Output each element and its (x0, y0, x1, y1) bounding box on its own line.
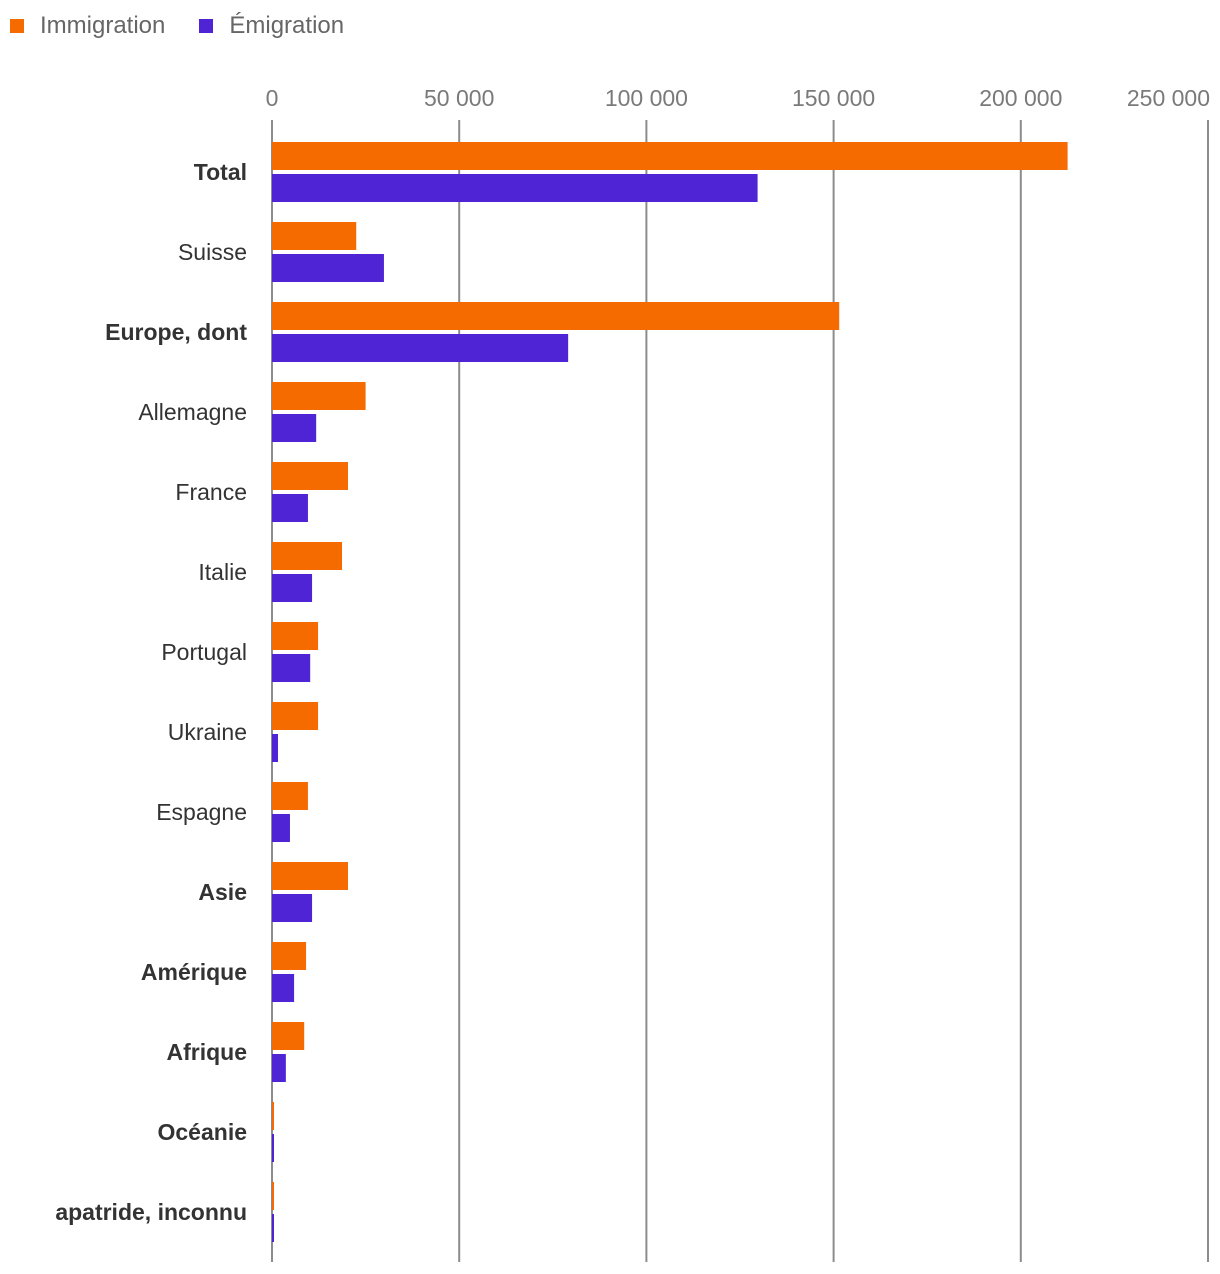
category-label: Espagne (156, 799, 247, 825)
bar-emigration-9[interactable] (272, 894, 313, 922)
bar-emigration-4[interactable] (272, 494, 308, 522)
bars (272, 142, 1068, 1242)
bar-immigration-8[interactable] (272, 782, 308, 810)
x-tick-label: 200 000 (979, 85, 1062, 111)
bar-emigration-7[interactable] (272, 734, 278, 762)
bar-immigration-7[interactable] (272, 702, 319, 730)
bar-emigration-2[interactable] (272, 334, 569, 362)
bar-immigration-10[interactable] (272, 942, 307, 970)
x-tick-label: 100 000 (605, 85, 688, 111)
legend-item-immigration[interactable]: Immigration (10, 12, 165, 40)
bar-immigration-5[interactable] (272, 542, 343, 570)
category-label: Océanie (158, 1119, 248, 1145)
category-label: Amérique (141, 959, 247, 985)
bar-emigration-11[interactable] (272, 1054, 286, 1082)
category-label: Ukraine (168, 719, 247, 745)
bar-emigration-0[interactable] (272, 174, 758, 202)
bar-emigration-5[interactable] (272, 574, 313, 602)
bar-immigration-13[interactable] (272, 1182, 274, 1210)
x-tick-label: 150 000 (792, 85, 875, 111)
bar-emigration-12[interactable] (272, 1134, 274, 1162)
bar-immigration-11[interactable] (272, 1022, 305, 1050)
category-label: Europe, dont (105, 319, 247, 345)
category-label: apatride, inconnu (55, 1199, 247, 1225)
category-label: Total (194, 159, 247, 185)
bar-immigration-3[interactable] (272, 382, 366, 410)
category-label: Asie (198, 879, 247, 905)
legend-label-immigration: Immigration (40, 12, 166, 39)
bar-emigration-1[interactable] (272, 254, 384, 282)
bar-emigration-6[interactable] (272, 654, 311, 682)
category-label: Suisse (178, 239, 247, 265)
legend-swatch-immigration (10, 19, 24, 33)
bar-emigration-13[interactable] (272, 1214, 274, 1242)
category-label: Afrique (167, 1039, 248, 1065)
gridlines (271, 120, 1209, 1262)
bar-immigration-9[interactable] (272, 862, 349, 890)
bar-immigration-6[interactable] (272, 622, 319, 650)
category-label: Italie (198, 559, 247, 585)
legend-item-emigration[interactable]: Émigration (199, 12, 344, 40)
bar-immigration-4[interactable] (272, 462, 349, 490)
bar-immigration-2[interactable] (272, 302, 840, 330)
category-label: Allemagne (138, 399, 247, 425)
bar-immigration-1[interactable] (272, 222, 357, 250)
legend-label-emigration: Émigration (229, 12, 345, 39)
category-labels: Total Suisse Europe, dont Allemagne France It… (55, 159, 247, 1225)
legend-swatch-emigration (199, 19, 214, 33)
bar-immigration-0[interactable] (272, 142, 1068, 170)
bar-immigration-12[interactable] (272, 1102, 274, 1130)
x-tick-label: 50 000 (424, 85, 494, 111)
bar-emigration-3[interactable] (272, 414, 317, 442)
x-tick-label: 250 000 (1127, 85, 1210, 111)
x-tick-labels: 0 50 000 100 000 150 000 200 000 250 000 (266, 85, 1210, 111)
legend: Immigration Émigration (10, 12, 344, 40)
bar-emigration-10[interactable] (272, 974, 295, 1002)
bar-emigration-8[interactable] (272, 814, 290, 842)
x-tick-label: 0 (266, 85, 279, 111)
category-label: Portugal (161, 639, 247, 665)
category-label: France (175, 479, 247, 505)
